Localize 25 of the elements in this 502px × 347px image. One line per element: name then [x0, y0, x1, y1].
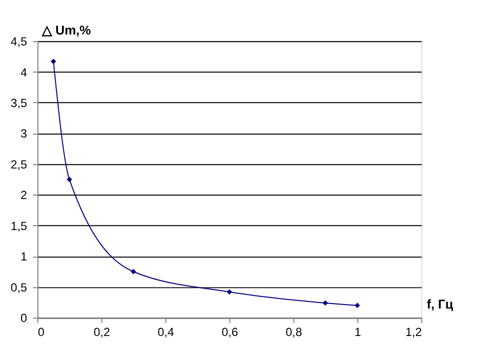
- y-tick-label: 4: [20, 65, 28, 80]
- y-tick-label: 1: [20, 250, 28, 264]
- x-tick-label: 0,4: [158, 324, 174, 339]
- y-tick-label: 4,5: [10, 34, 28, 49]
- x-tick-label: 0,8: [286, 324, 302, 339]
- y-tick-label: 2,5: [10, 157, 28, 172]
- y-tick-label: 3,5: [10, 96, 28, 110]
- x-tick-label: 0: [38, 324, 45, 339]
- y-tick-label: 0: [20, 311, 28, 326]
- x-axis-title: f, Гц: [426, 296, 454, 312]
- point: [354, 302, 360, 308]
- point: [226, 289, 232, 295]
- point: [130, 268, 136, 274]
- x-tick-label: 1: [354, 324, 362, 339]
- y-tick-label: 0,5: [10, 280, 28, 294]
- point: [66, 176, 72, 182]
- x-tick-label: 0,2: [94, 324, 110, 339]
- y-tick-label: 1,5: [10, 218, 28, 233]
- y-tick-label: 3: [20, 126, 28, 141]
- point: [50, 58, 56, 64]
- y-axis-title: △ Um,%: [40, 22, 92, 38]
- point: [322, 300, 328, 306]
- y-tick-label: 2: [20, 188, 28, 202]
- x-tick-label: 0,6: [222, 324, 238, 339]
- x-tick-label: 1,2: [405, 324, 422, 339]
